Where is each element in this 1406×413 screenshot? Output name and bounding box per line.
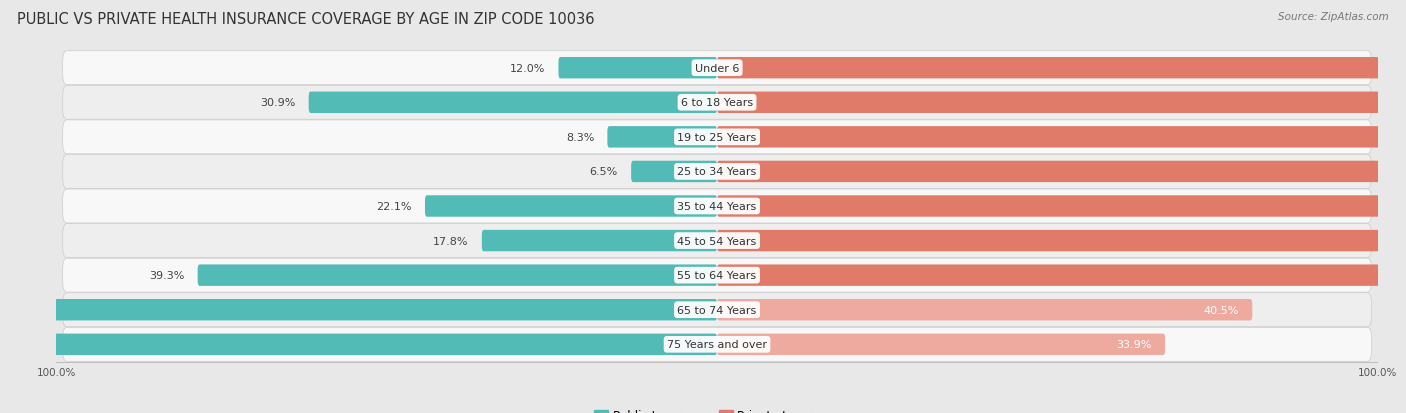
Text: 40.5%: 40.5% (1204, 305, 1239, 315)
FancyBboxPatch shape (198, 265, 717, 286)
FancyBboxPatch shape (309, 93, 717, 114)
Text: 17.8%: 17.8% (433, 236, 468, 246)
Text: 75 Years and over: 75 Years and over (666, 339, 768, 349)
FancyBboxPatch shape (63, 224, 1371, 258)
FancyBboxPatch shape (717, 299, 1253, 320)
FancyBboxPatch shape (63, 86, 1371, 120)
FancyBboxPatch shape (482, 230, 717, 252)
Text: 39.3%: 39.3% (149, 271, 184, 280)
FancyBboxPatch shape (717, 196, 1406, 217)
Text: Under 6: Under 6 (695, 64, 740, 74)
Text: 30.9%: 30.9% (260, 98, 295, 108)
Text: 12.0%: 12.0% (510, 64, 546, 74)
Text: 45 to 54 Years: 45 to 54 Years (678, 236, 756, 246)
FancyBboxPatch shape (717, 161, 1406, 183)
FancyBboxPatch shape (63, 155, 1371, 189)
FancyBboxPatch shape (631, 161, 717, 183)
FancyBboxPatch shape (717, 230, 1406, 252)
FancyBboxPatch shape (558, 58, 717, 79)
Text: 35 to 44 Years: 35 to 44 Years (678, 202, 756, 211)
FancyBboxPatch shape (717, 334, 1166, 355)
Text: 19 to 25 Years: 19 to 25 Years (678, 133, 756, 142)
FancyBboxPatch shape (717, 265, 1406, 286)
FancyBboxPatch shape (63, 190, 1371, 223)
FancyBboxPatch shape (63, 52, 1371, 85)
Text: 6 to 18 Years: 6 to 18 Years (681, 98, 754, 108)
FancyBboxPatch shape (607, 127, 717, 148)
FancyBboxPatch shape (0, 299, 717, 320)
Text: 6.5%: 6.5% (589, 167, 617, 177)
Text: Source: ZipAtlas.com: Source: ZipAtlas.com (1278, 12, 1389, 22)
FancyBboxPatch shape (717, 127, 1406, 148)
FancyBboxPatch shape (63, 293, 1371, 327)
FancyBboxPatch shape (425, 196, 717, 217)
Text: 25 to 34 Years: 25 to 34 Years (678, 167, 756, 177)
Legend: Public Insurance, Private Insurance: Public Insurance, Private Insurance (589, 404, 845, 413)
FancyBboxPatch shape (0, 334, 717, 355)
FancyBboxPatch shape (717, 58, 1406, 79)
Text: 55 to 64 Years: 55 to 64 Years (678, 271, 756, 280)
FancyBboxPatch shape (63, 121, 1371, 154)
FancyBboxPatch shape (717, 93, 1406, 114)
Text: 22.1%: 22.1% (377, 202, 412, 211)
Text: 65 to 74 Years: 65 to 74 Years (678, 305, 756, 315)
FancyBboxPatch shape (63, 328, 1371, 361)
FancyBboxPatch shape (63, 259, 1371, 292)
Text: 33.9%: 33.9% (1116, 339, 1152, 349)
Text: PUBLIC VS PRIVATE HEALTH INSURANCE COVERAGE BY AGE IN ZIP CODE 10036: PUBLIC VS PRIVATE HEALTH INSURANCE COVER… (17, 12, 595, 27)
Text: 8.3%: 8.3% (565, 133, 595, 142)
